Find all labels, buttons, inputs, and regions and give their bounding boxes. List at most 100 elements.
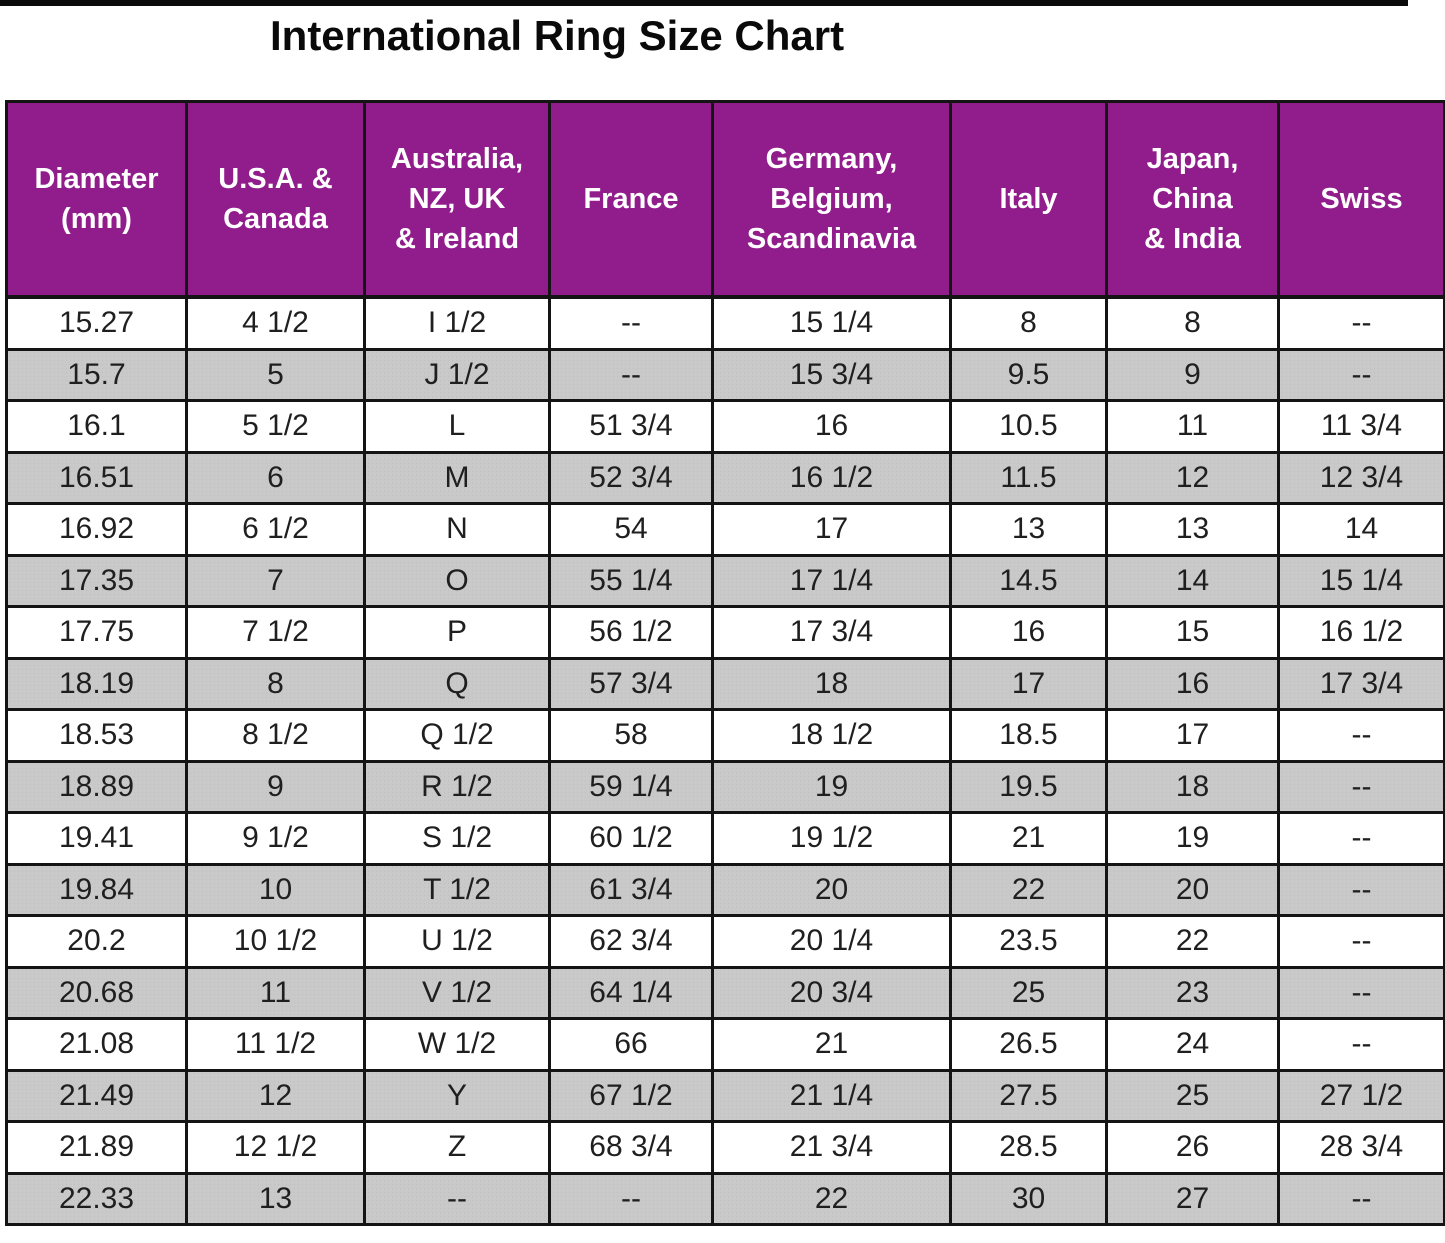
- table-row: 18.53 8 1/2 Q 1/2 58 18 1/2 18.5 17 --: [5, 708, 1445, 763]
- table-cell: I 1/2: [363, 295, 551, 351]
- table-cell: 12: [1105, 450, 1280, 505]
- table-cell: --: [1277, 811, 1445, 866]
- table-cell: 19.5: [949, 759, 1108, 814]
- table-cell: 18: [711, 656, 952, 711]
- table-cell: 6 1/2: [185, 502, 366, 557]
- table-row: 21.49 12 Y 67 1/2 21 1/4 27.5 25 27 1/2: [5, 1068, 1445, 1123]
- table-cell: Q: [363, 656, 551, 711]
- table-cell: 19.41: [5, 811, 188, 866]
- table-cell: 21.08: [5, 1017, 188, 1072]
- table-cell: 15 1/4: [711, 295, 952, 351]
- table-cell: 21.49: [5, 1068, 188, 1123]
- table-cell: 58: [548, 708, 714, 763]
- table-cell: T 1/2: [363, 862, 551, 917]
- header-australia-nz-uk-ireland: Australia, NZ, UK & Ireland: [363, 100, 551, 299]
- table-cell: 12 3/4: [1277, 450, 1445, 505]
- header-swiss: Swiss: [1277, 100, 1445, 299]
- table-cell: 11 3/4: [1277, 399, 1445, 454]
- table-cell: 8 1/2: [185, 708, 366, 763]
- table-cell: 57 3/4: [548, 656, 714, 711]
- table-cell: 16.1: [5, 399, 188, 454]
- header-japan-china-india: Japan, China & India: [1105, 100, 1280, 299]
- table-cell: 54: [548, 502, 714, 557]
- table-cell: 16.51: [5, 450, 188, 505]
- table-cell: 18.5: [949, 708, 1108, 763]
- table-cell: 56 1/2: [548, 605, 714, 660]
- table-cell: 17.75: [5, 605, 188, 660]
- table-cell: 17 3/4: [1277, 656, 1445, 711]
- table-cell: 10 1/2: [185, 914, 366, 969]
- table-cell: 11: [185, 965, 366, 1020]
- table-cell: 18.89: [5, 759, 188, 814]
- table-cell: 12: [185, 1068, 366, 1123]
- table-cell: 19.84: [5, 862, 188, 917]
- table-cell: 21: [711, 1017, 952, 1072]
- table-cell: M: [363, 450, 551, 505]
- table-cell: 16 1/2: [1277, 605, 1445, 660]
- table-cell: 59 1/4: [548, 759, 714, 814]
- table-cell: N: [363, 502, 551, 557]
- table-cell: 17: [1105, 708, 1280, 763]
- table-cell: --: [548, 347, 714, 402]
- table-cell: --: [1277, 914, 1445, 969]
- table-cell: R 1/2: [363, 759, 551, 814]
- table-cell: 62 3/4: [548, 914, 714, 969]
- table-body: 15.27 4 1/2 I 1/2 -- 15 1/4 8 8 -- 15.7 5 J 1/2 -- 1…: [5, 295, 1445, 1226]
- table-row: 21.89 12 1/2 Z 68 3/4 21 3/4 28.5 26 28 3/4: [5, 1120, 1445, 1175]
- table-cell: 13: [949, 502, 1108, 557]
- table-cell: 26: [1105, 1120, 1280, 1175]
- table-cell: 15: [1105, 605, 1280, 660]
- table-cell: 22.33: [5, 1171, 188, 1226]
- table-cell: 51 3/4: [548, 399, 714, 454]
- table-cell: 16.92: [5, 502, 188, 557]
- table-cell: 60 1/2: [548, 811, 714, 866]
- table-cell: 16 1/2: [711, 450, 952, 505]
- table-cell: 14.5: [949, 553, 1108, 608]
- table-cell: 13: [1105, 502, 1280, 557]
- table-cell: 16: [949, 605, 1108, 660]
- table-cell: Q 1/2: [363, 708, 551, 763]
- table-cell: 18.19: [5, 656, 188, 711]
- table-header: Diameter (mm) U.S.A. & Canada Australia,…: [5, 100, 1445, 299]
- table-cell: 28.5: [949, 1120, 1108, 1175]
- table-cell: U 1/2: [363, 914, 551, 969]
- table-row: 18.19 8 Q 57 3/4 18 17 16 17 3/4: [5, 656, 1445, 711]
- table-cell: --: [548, 1171, 714, 1226]
- table-row: 21.08 11 1/2 W 1/2 66 21 26.5 24 --: [5, 1017, 1445, 1072]
- header-france: France: [548, 100, 714, 299]
- table-cell: 14: [1277, 502, 1445, 557]
- table-row: 16.92 6 1/2 N 54 17 13 13 14: [5, 502, 1445, 557]
- table-cell: L: [363, 399, 551, 454]
- table-cell: 28 3/4: [1277, 1120, 1445, 1175]
- table-cell: 23: [1105, 965, 1280, 1020]
- table-cell: 4 1/2: [185, 295, 366, 351]
- table-cell: 9 1/2: [185, 811, 366, 866]
- table-cell: 9.5: [949, 347, 1108, 402]
- table-cell: 14: [1105, 553, 1280, 608]
- table-cell: 55 1/4: [548, 553, 714, 608]
- table-cell: 9: [1105, 347, 1280, 402]
- table-row: 17.75 7 1/2 P 56 1/2 17 3/4 16 15 16 1/2: [5, 605, 1445, 660]
- table-cell: 8: [1105, 295, 1280, 351]
- table-cell: --: [363, 1171, 551, 1226]
- table-cell: 19 1/2: [711, 811, 952, 866]
- table-cell: --: [548, 295, 714, 351]
- table-row: 19.41 9 1/2 S 1/2 60 1/2 19 1/2 21 19 --: [5, 811, 1445, 866]
- header-usa-canada: U.S.A. & Canada: [185, 100, 366, 299]
- table-row: 15.7 5 J 1/2 -- 15 3/4 9.5 9 --: [5, 347, 1445, 402]
- table-row: 19.84 10 T 1/2 61 3/4 20 22 20 --: [5, 862, 1445, 917]
- table-cell: 27: [1105, 1171, 1280, 1226]
- table-cell: 20 3/4: [711, 965, 952, 1020]
- table-cell: W 1/2: [363, 1017, 551, 1072]
- table-cell: 20.2: [5, 914, 188, 969]
- header-diameter-mm: Diameter (mm): [5, 100, 188, 299]
- table-cell: 16: [711, 399, 952, 454]
- table-cell: 11.5: [949, 450, 1108, 505]
- table-cell: 24: [1105, 1017, 1280, 1072]
- table-cell: 15.7: [5, 347, 188, 402]
- table-cell: 18: [1105, 759, 1280, 814]
- table-cell: 52 3/4: [548, 450, 714, 505]
- table-cell: 10.5: [949, 399, 1108, 454]
- table-cell: 22: [949, 862, 1108, 917]
- table-cell: --: [1277, 347, 1445, 402]
